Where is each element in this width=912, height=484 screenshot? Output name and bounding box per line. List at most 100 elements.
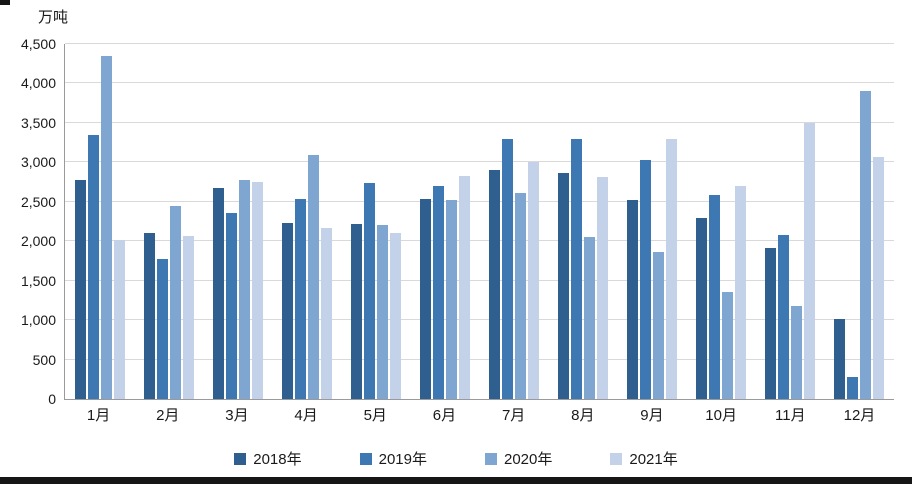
- bar-2020年-8月: [584, 236, 596, 399]
- legend-item-2019年: 2019年: [359, 448, 427, 469]
- gridline: [65, 161, 894, 163]
- x-tick-label: 2月: [156, 407, 180, 424]
- bar-2020年-4月: [307, 155, 319, 399]
- legend-swatch-icon: [610, 452, 623, 465]
- legend-swatch-icon: [485, 452, 497, 465]
- bar-2019年-9月: [640, 159, 652, 399]
- bar-group-1月: [65, 44, 134, 399]
- bar-2019年-3月: [225, 212, 237, 399]
- x-tick-label: 4月: [294, 407, 318, 424]
- bar-2018年-9月: [627, 200, 639, 399]
- bar-2018年-12月: [834, 318, 846, 399]
- legend-label: 2019年: [378, 451, 427, 468]
- x-tick-label: 10月: [705, 407, 737, 424]
- y-tick-label: 3,500: [20, 114, 56, 131]
- y-tick-label: 0: [48, 391, 56, 407]
- legend-swatch-icon: [359, 452, 372, 465]
- legend-swatch-icon: [234, 452, 247, 465]
- bar-group-3月: [203, 44, 272, 399]
- bar-2018年-2月: [143, 233, 155, 399]
- y-tick-label: 3,000: [20, 154, 56, 171]
- bar-2021年-10月: [735, 186, 747, 399]
- chart-legend: 2018年 2019年 2020年 2021年: [0, 448, 912, 469]
- plot-wrap: 0 500 1,000 1,500 2,000 2,500 3,000 3,500 4,000 4…: [21, 36, 894, 407]
- bar-group-6月: [410, 44, 479, 399]
- bar-2020年-10月: [722, 291, 734, 399]
- bar-2021年-5月: [389, 233, 401, 399]
- bar-2018年-6月: [419, 198, 431, 399]
- y-tick-label: 1,000: [20, 312, 56, 329]
- bars-layer: [65, 44, 894, 399]
- bar-group-10月: [687, 44, 756, 399]
- bar-2021年-6月: [458, 175, 470, 399]
- bar-group-8月: [549, 44, 618, 399]
- bar-2018年-5月: [350, 223, 362, 399]
- x-tick-label: 5月: [363, 407, 387, 424]
- gridline: [65, 43, 894, 44]
- bar-2021年-4月: [320, 227, 332, 399]
- bar-2021年-3月: [251, 182, 263, 399]
- x-tick-label: 11月: [775, 407, 806, 424]
- bar-2020年-3月: [238, 179, 250, 399]
- x-tick-label: 6月: [432, 407, 457, 424]
- x-tick-label: 1月: [86, 407, 111, 424]
- bar-2020年-11月: [791, 305, 803, 399]
- y-tick-label: 4,500: [20, 36, 56, 52]
- legend-item-2021年: 2021年: [610, 448, 678, 469]
- y-axis-unit-label: 万吨: [38, 9, 69, 26]
- bar-group-9月: [618, 44, 687, 399]
- bar-2019年-2月: [156, 258, 168, 399]
- gridline: [65, 121, 894, 123]
- legend-item-2018年: 2018年: [234, 448, 302, 469]
- y-tick-label: 2,500: [20, 193, 56, 210]
- y-tick-label: 500: [32, 351, 56, 368]
- gridline: [65, 358, 894, 360]
- bar-2020年-5月: [376, 225, 388, 399]
- legend-item-2020年: 2020年: [485, 448, 552, 469]
- x-tick-label: 12月: [843, 407, 876, 424]
- bar-group-12月: [825, 44, 894, 399]
- bar-2021年-11月: [804, 122, 816, 399]
- legend-label: 2021年: [629, 451, 678, 468]
- legend-label: 2018年: [253, 451, 302, 468]
- bar-2018年-7月: [489, 170, 500, 399]
- bar-2021年-1月: [113, 240, 125, 399]
- gridline: [65, 240, 894, 242]
- y-tick-label: 2,000: [20, 233, 56, 250]
- bar-group-5月: [341, 44, 410, 399]
- bar-2021年-9月: [666, 139, 678, 399]
- bar-2018年-1月: [74, 179, 86, 399]
- legend-label: 2020年: [504, 451, 553, 468]
- bar-2019年-12月: [847, 376, 859, 399]
- bar-group-2月: [134, 44, 203, 399]
- bar-2018年-10月: [696, 217, 708, 399]
- bar-2021年-8月: [597, 177, 609, 399]
- gridline: [65, 319, 894, 321]
- x-tick-label: 9月: [640, 407, 664, 424]
- bottom-border-artifact: [0, 477, 912, 484]
- bar-group-4月: [272, 44, 341, 399]
- bar-2019年-10月: [709, 195, 721, 399]
- bar-2021年-2月: [182, 235, 194, 399]
- bar-2021年-12月: [873, 156, 885, 399]
- gridline: [65, 200, 894, 202]
- x-tick-label: 3月: [225, 407, 249, 424]
- bar-2019年-6月: [432, 186, 444, 399]
- bar-2018年-11月: [765, 247, 777, 399]
- bar-2018年-4月: [281, 223, 293, 399]
- bar-2019年-1月: [87, 134, 99, 399]
- bar-2020年-2月: [169, 205, 181, 399]
- y-tick-label: 1,500: [20, 272, 56, 289]
- x-tick-label: 8月: [571, 407, 595, 424]
- bar-2018年-8月: [558, 172, 570, 399]
- bar-2019年-4月: [294, 198, 306, 399]
- y-tick-label: 4,000: [20, 75, 56, 92]
- bar-2020年-6月: [445, 200, 457, 399]
- bar-2020年-9月: [653, 252, 665, 399]
- bar-2020年-1月: [100, 55, 112, 399]
- gridline: [65, 82, 894, 84]
- plot-area: 0 500 1,000 1,500 2,000 2,500 3,000 3,500 4,000 4…: [21, 36, 894, 407]
- bar-2020年-7月: [515, 193, 526, 399]
- bar-2019年-7月: [502, 138, 513, 399]
